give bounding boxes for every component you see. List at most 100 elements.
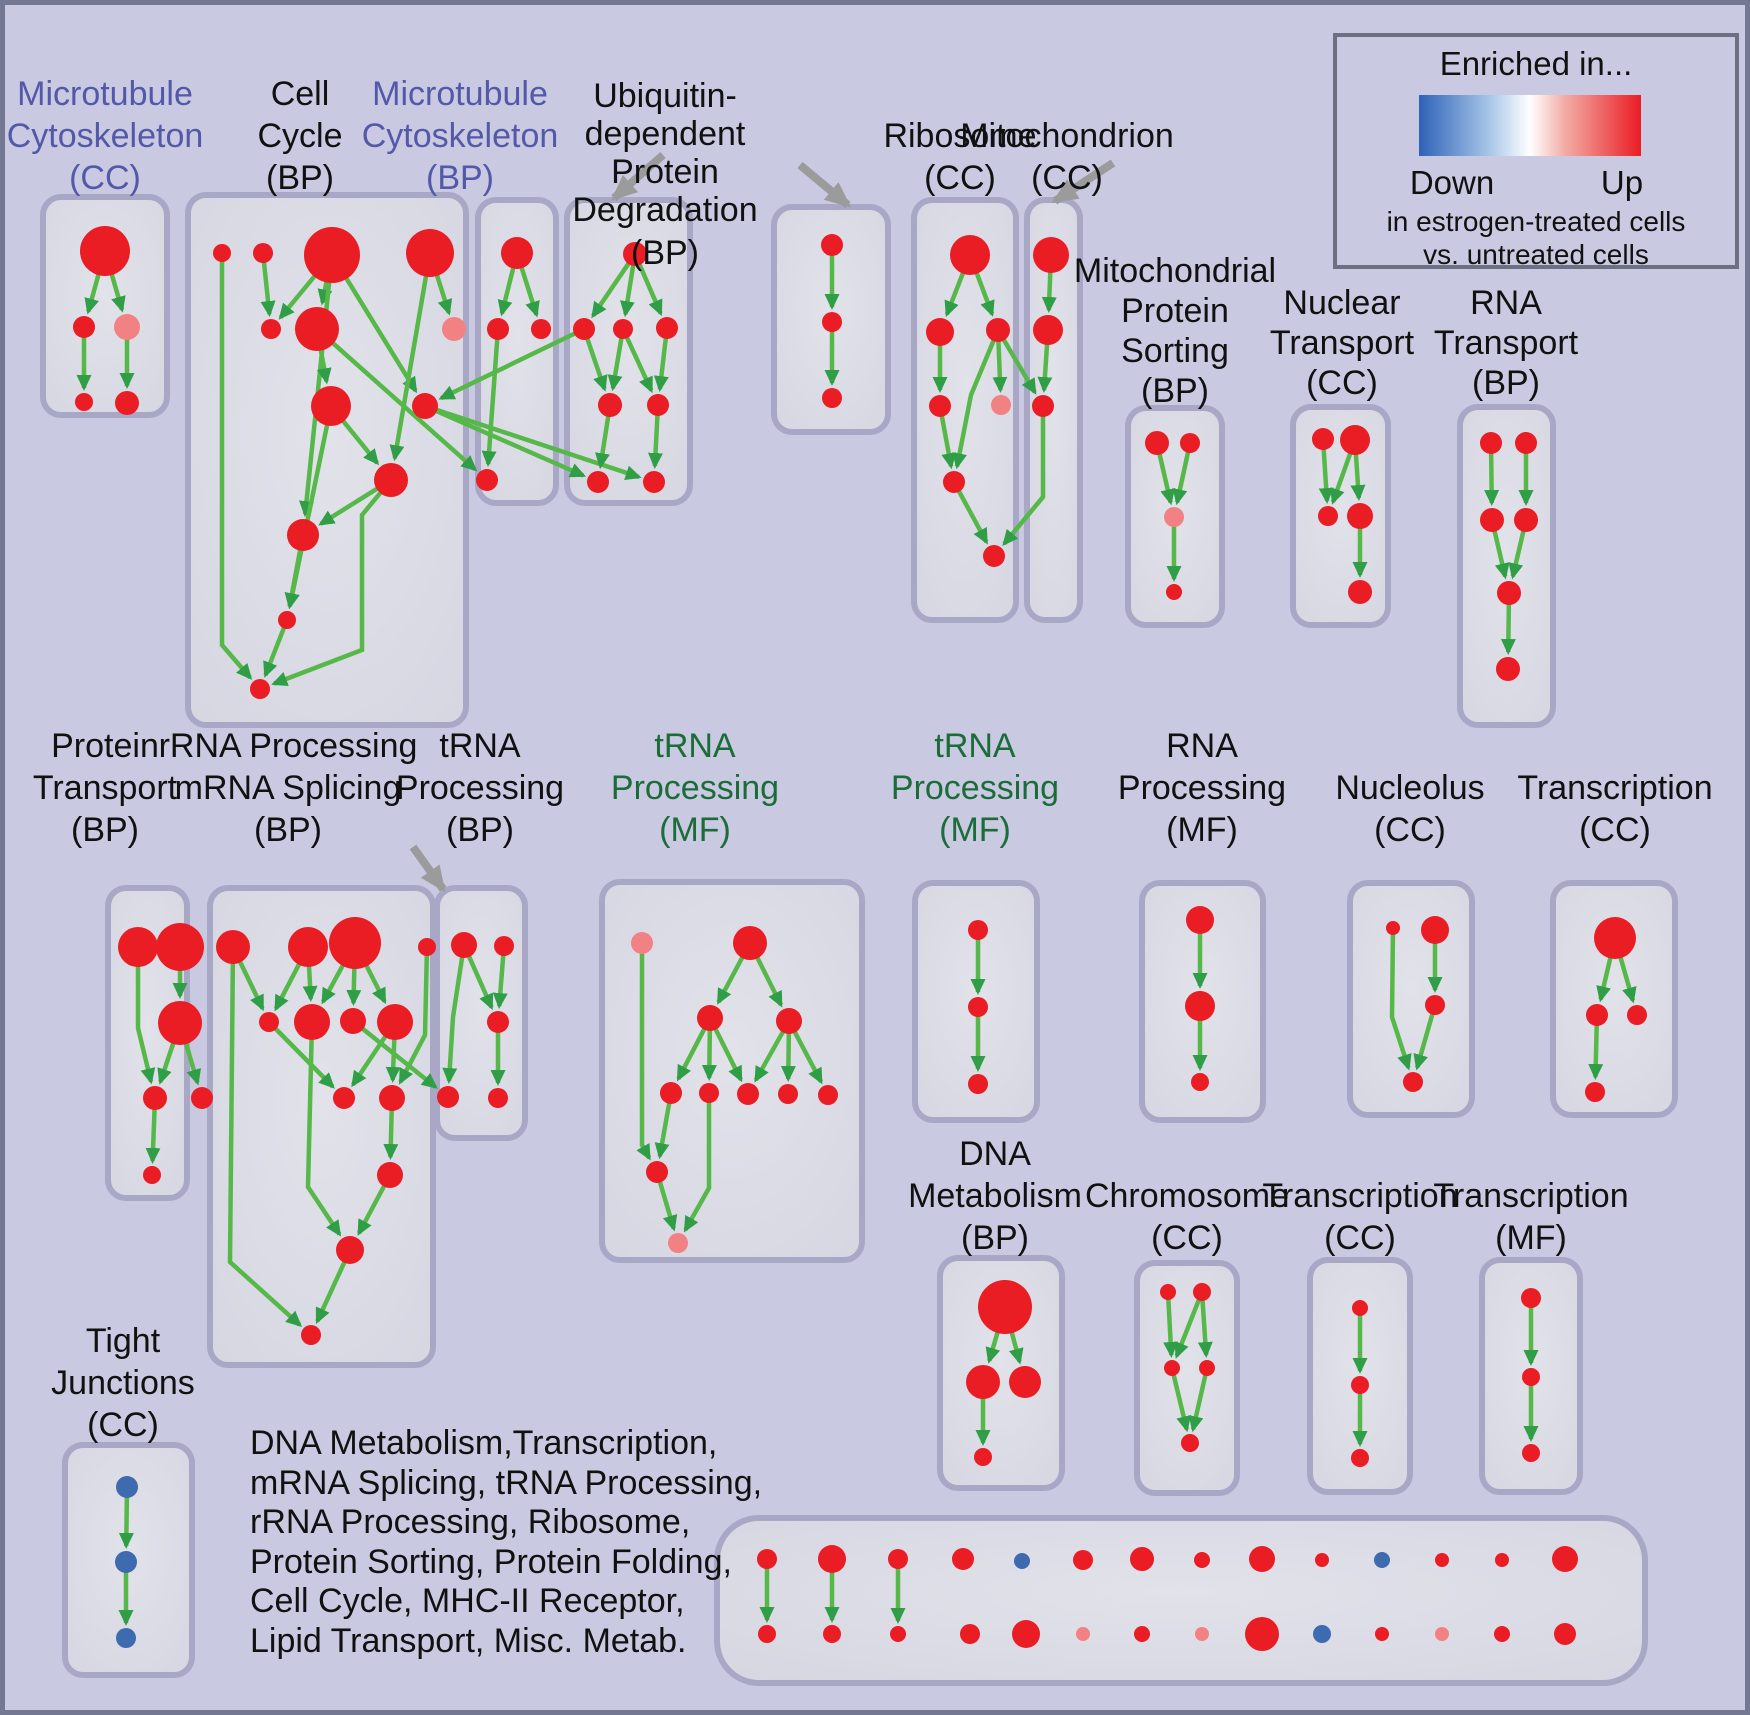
node-d4 xyxy=(974,1448,992,1466)
edge-p4-p6 xyxy=(145,1106,161,1165)
node-d3 xyxy=(1009,1366,1041,1398)
node-s3 xyxy=(968,1074,988,1094)
edge-tb1-tb4 xyxy=(442,953,465,1085)
edge-u6-u8 xyxy=(648,412,663,470)
edge-r3-r5 xyxy=(992,338,1008,394)
edge-m1-m2 xyxy=(497,263,517,317)
node-rt3 xyxy=(1480,508,1504,532)
node-g5 xyxy=(660,1082,682,1104)
edge-rt3-rt5 xyxy=(1491,527,1510,580)
edge-g1-g10 xyxy=(636,950,652,1161)
edge-m1-m3 xyxy=(518,263,540,318)
node-q13 xyxy=(301,1325,321,1345)
edge-g2-g4 xyxy=(753,952,783,1008)
group-box-dna-metabolism xyxy=(937,1255,1065,1491)
misc-line: Lipid Transport, Misc. Metab. xyxy=(250,1621,687,1660)
node-tc1 xyxy=(1594,917,1636,959)
edge-q5-q9 xyxy=(272,1025,335,1089)
node-bb5b xyxy=(1012,1620,1040,1648)
node-q7 xyxy=(340,1008,366,1034)
node-p1 xyxy=(118,927,158,967)
node-bb8b xyxy=(1195,1627,1209,1641)
edge-nu3-nu4 xyxy=(1413,1011,1436,1071)
edge-h3-h5 xyxy=(1171,1372,1191,1433)
edge-r1-r3 xyxy=(972,267,995,317)
node-bb11t xyxy=(1374,1552,1390,1568)
node-h2 xyxy=(1193,1283,1211,1301)
edge-q11-q12 xyxy=(356,1181,388,1236)
node-bb6t xyxy=(1073,1550,1093,1570)
group-label-microtubule-bp: Microtubule Cytoskeleton (BP) xyxy=(362,75,559,197)
edge-c8-c9 xyxy=(338,415,380,466)
node-rt5 xyxy=(1497,581,1521,605)
edge-h2-h4 xyxy=(1197,1298,1213,1359)
node-nt1 xyxy=(1312,428,1334,450)
edge-q8-q9 xyxy=(351,1031,390,1088)
edge-t2-t3 xyxy=(1037,340,1053,394)
node-r2 xyxy=(926,318,954,346)
group-box-microtubule-bp xyxy=(475,197,559,506)
node-r1 xyxy=(950,235,990,275)
node-bb12t xyxy=(1435,1553,1449,1567)
group-label-ubiquitin: Ubiquitin-dependent Protein Degradation (BP… xyxy=(572,77,757,272)
edge-h2-h3 xyxy=(1174,1297,1202,1359)
group-box-rrna-processing xyxy=(207,885,436,1368)
node-tc2 xyxy=(1586,1004,1608,1026)
node-h3 xyxy=(1164,1360,1180,1376)
misc-line: DNA Metabolism,Transcription, xyxy=(250,1424,718,1462)
edge-u2-c13 xyxy=(438,330,579,401)
node-bb10t xyxy=(1315,1553,1329,1567)
node-bb4b xyxy=(960,1624,980,1644)
group-label-rna-mf: RNA Processing (MF) xyxy=(1118,727,1286,849)
node-bb14t xyxy=(1552,1546,1578,1572)
node-j3 xyxy=(1522,1444,1540,1462)
node-c11 xyxy=(278,611,296,629)
node-j1 xyxy=(1521,1288,1541,1308)
node-i2 xyxy=(1351,1376,1369,1394)
label-pointer-arrow-2 xyxy=(1051,159,1116,205)
node-c3 xyxy=(304,227,360,283)
node-c10 xyxy=(287,519,319,551)
node-r6 xyxy=(943,471,965,493)
node-nt2 xyxy=(1340,425,1370,455)
node-c4 xyxy=(406,229,454,277)
node-p6 xyxy=(143,1166,161,1184)
node-q3 xyxy=(329,917,381,969)
node-nt4 xyxy=(1347,503,1373,529)
node-c5 xyxy=(261,319,281,339)
node-p5 xyxy=(191,1087,213,1109)
node-bb13t xyxy=(1495,1553,1509,1567)
node-bb9t xyxy=(1249,1546,1275,1572)
edge-h4-h5 xyxy=(1188,1372,1208,1433)
edge-u1-u3 xyxy=(620,261,636,318)
edge-g4-g7 xyxy=(753,1027,787,1083)
misc-line: Protein Sorting, Protein Folding, xyxy=(250,1542,732,1581)
group-label-transcription-cc1: Transcription (CC) xyxy=(1517,769,1712,849)
group-label-cell-cycle: Cell Cycle (BP) xyxy=(257,75,342,197)
edge-q8-q10 xyxy=(385,1034,401,1084)
node-s1 xyxy=(968,920,988,940)
group-box-chromosome xyxy=(1134,1260,1240,1496)
edge-u5-u7 xyxy=(595,412,611,470)
edge-g3-g7 xyxy=(712,1025,743,1083)
legend-note-line1: in estrogen-treated cells xyxy=(1386,206,1686,237)
edge-ms2-ms3 xyxy=(1172,449,1191,506)
legend-title: Enriched in... xyxy=(1439,45,1633,82)
group-label-chromosome: Chromosome (CC) xyxy=(1085,1177,1289,1257)
group-label-rrna-processing: rRNA Processing mRNA Splicing (BP) xyxy=(159,727,418,849)
edge-r3-t3 xyxy=(1000,336,1037,395)
node-bb1b xyxy=(758,1625,776,1643)
node-t3 xyxy=(1032,395,1054,417)
node-tc3 xyxy=(1627,1005,1647,1025)
node-bb7b xyxy=(1134,1626,1150,1642)
edge-p3-p4 xyxy=(157,1036,178,1085)
node-m3 xyxy=(531,319,551,339)
edge-ms1-ms3 xyxy=(1156,450,1176,506)
legend: Enriched in... Down Up in estrogen-treat… xyxy=(1333,33,1739,270)
node-tb1 xyxy=(451,932,477,958)
misc-line: mRNA Splicing, tRNA Processing, xyxy=(250,1463,763,1502)
group-label-mito-sorting: Mitochondrial Protein Sorting (BP) xyxy=(1074,252,1276,410)
edge-c4-c7 xyxy=(432,268,453,316)
node-ms4 xyxy=(1166,584,1182,600)
edge-tc1-tc3 xyxy=(1616,951,1637,1004)
